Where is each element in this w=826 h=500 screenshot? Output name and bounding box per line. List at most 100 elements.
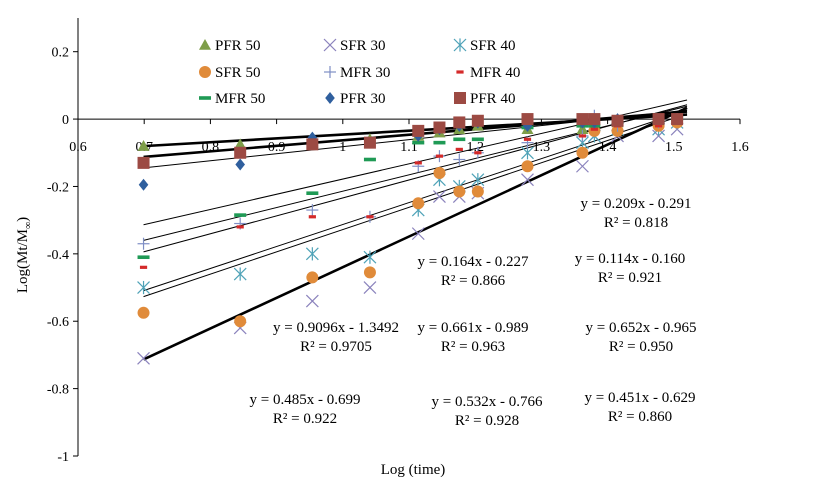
square-marker bbox=[652, 113, 665, 126]
y-axis-label: Log(Mt/M∞) bbox=[15, 217, 34, 293]
legend: PFR 50 SFR 30 SFR 40 SFR 50 MFR 30 MFR 40 MFR … bbox=[199, 38, 520, 107]
dash-marker bbox=[474, 151, 482, 155]
y-tick-label: 0 bbox=[62, 113, 69, 128]
triangle-marker bbox=[234, 138, 247, 150]
dash-marker bbox=[523, 137, 532, 141]
trendline bbox=[142, 106, 688, 361]
y-axis-label-base: Log(Mt/M bbox=[15, 229, 31, 293]
x-tick-label: 0.8 bbox=[202, 140, 220, 155]
dash-marker bbox=[414, 161, 422, 165]
data-point bbox=[433, 121, 446, 134]
data-point bbox=[435, 154, 444, 158]
trendline-equation: y = 0.661x - 0.989 bbox=[418, 320, 529, 336]
y-tick-label: -0.2 bbox=[47, 180, 69, 195]
trendline-equation: y = 0.532x - 0.766 bbox=[432, 394, 543, 410]
legend-label: MFR 30 bbox=[340, 65, 390, 81]
data-point bbox=[576, 146, 589, 159]
data-point bbox=[139, 265, 148, 269]
circle-marker bbox=[412, 197, 425, 210]
data-point bbox=[453, 153, 466, 166]
data-point bbox=[363, 281, 377, 294]
diamond-marker bbox=[138, 178, 149, 191]
data-point bbox=[137, 156, 150, 169]
data-point bbox=[453, 185, 466, 198]
data-point bbox=[137, 306, 150, 319]
y-axis-label-sub: ∞ bbox=[23, 222, 34, 229]
dash-marker bbox=[590, 127, 598, 131]
x-marker bbox=[305, 294, 319, 308]
circle-marker bbox=[363, 266, 376, 279]
data-point bbox=[474, 151, 482, 155]
data-point bbox=[234, 138, 247, 150]
data-point bbox=[305, 247, 319, 261]
x-tick-label: 0.6 bbox=[69, 140, 87, 155]
bar-marker bbox=[199, 96, 211, 100]
circle-marker bbox=[234, 315, 247, 328]
legend-label: SFR 40 bbox=[470, 38, 515, 54]
square-marker bbox=[412, 124, 425, 137]
data-point bbox=[652, 129, 665, 143]
r-squared-label: R² = 0.921 bbox=[598, 270, 662, 286]
legend-item: MFR 30 bbox=[324, 65, 390, 81]
square-marker bbox=[306, 138, 319, 151]
circle-marker bbox=[471, 185, 484, 198]
square-marker bbox=[234, 146, 247, 159]
data-point bbox=[305, 294, 319, 308]
data-point bbox=[412, 197, 425, 210]
data-point bbox=[453, 116, 466, 129]
triangle-marker bbox=[576, 123, 589, 134]
data-point bbox=[453, 137, 466, 142]
data-point bbox=[137, 140, 150, 151]
data-point bbox=[235, 158, 245, 171]
data-point bbox=[654, 124, 663, 128]
data-point bbox=[308, 215, 316, 219]
data-point bbox=[363, 136, 376, 149]
data-point bbox=[363, 157, 376, 162]
y-tick-label: -0.8 bbox=[47, 383, 69, 398]
data-point bbox=[199, 96, 211, 100]
data-point bbox=[306, 138, 319, 151]
data-point bbox=[521, 160, 534, 173]
legend-item: SFR 40 bbox=[453, 38, 515, 54]
y-tick-label: -0.4 bbox=[47, 248, 69, 263]
bar-marker bbox=[137, 255, 150, 260]
diamond-marker bbox=[325, 92, 335, 104]
data-point bbox=[588, 113, 601, 126]
data-point bbox=[590, 127, 598, 131]
circle-marker bbox=[521, 160, 534, 173]
x-marker bbox=[433, 190, 446, 203]
x-tick-label: 1 bbox=[339, 140, 346, 155]
data-point bbox=[456, 70, 464, 74]
x-tick-label: 1.5 bbox=[665, 140, 683, 155]
data-point bbox=[363, 250, 377, 264]
circle-marker bbox=[137, 306, 150, 319]
data-point bbox=[671, 113, 684, 126]
data-point bbox=[199, 39, 211, 50]
data-point bbox=[578, 134, 587, 138]
dash-marker bbox=[455, 147, 463, 151]
dash-marker bbox=[456, 70, 464, 74]
dash-marker bbox=[236, 225, 244, 229]
data-point bbox=[523, 137, 532, 141]
dash-marker bbox=[366, 215, 374, 219]
square-marker bbox=[453, 116, 466, 129]
data-point bbox=[576, 113, 589, 126]
r-squared-label: R² = 0.860 bbox=[608, 409, 672, 425]
data-point bbox=[521, 113, 534, 126]
square-marker bbox=[471, 114, 484, 127]
legend-item: MFR 50 bbox=[199, 91, 265, 107]
data-point bbox=[433, 190, 446, 203]
r-squared-label: R² = 0.866 bbox=[441, 273, 506, 289]
triangle-marker bbox=[199, 39, 211, 50]
axis-layer: 0.20-0.2-0.4-0.6-0.8-10.60.70.80.911.11.… bbox=[47, 18, 749, 465]
data-point bbox=[324, 66, 336, 78]
data-point bbox=[236, 225, 244, 229]
data-point-layer bbox=[137, 109, 684, 365]
x-marker bbox=[521, 173, 534, 187]
legend-item: MFR 40 bbox=[456, 65, 520, 81]
data-point bbox=[454, 92, 466, 104]
trendline-equation: y = 0.9096x - 1.3492 bbox=[273, 320, 399, 336]
y-tick-label: -0.6 bbox=[47, 315, 69, 330]
legend-label: PFR 30 bbox=[340, 91, 385, 107]
trendline-equation: y = 0.164x - 0.227 bbox=[418, 254, 529, 270]
